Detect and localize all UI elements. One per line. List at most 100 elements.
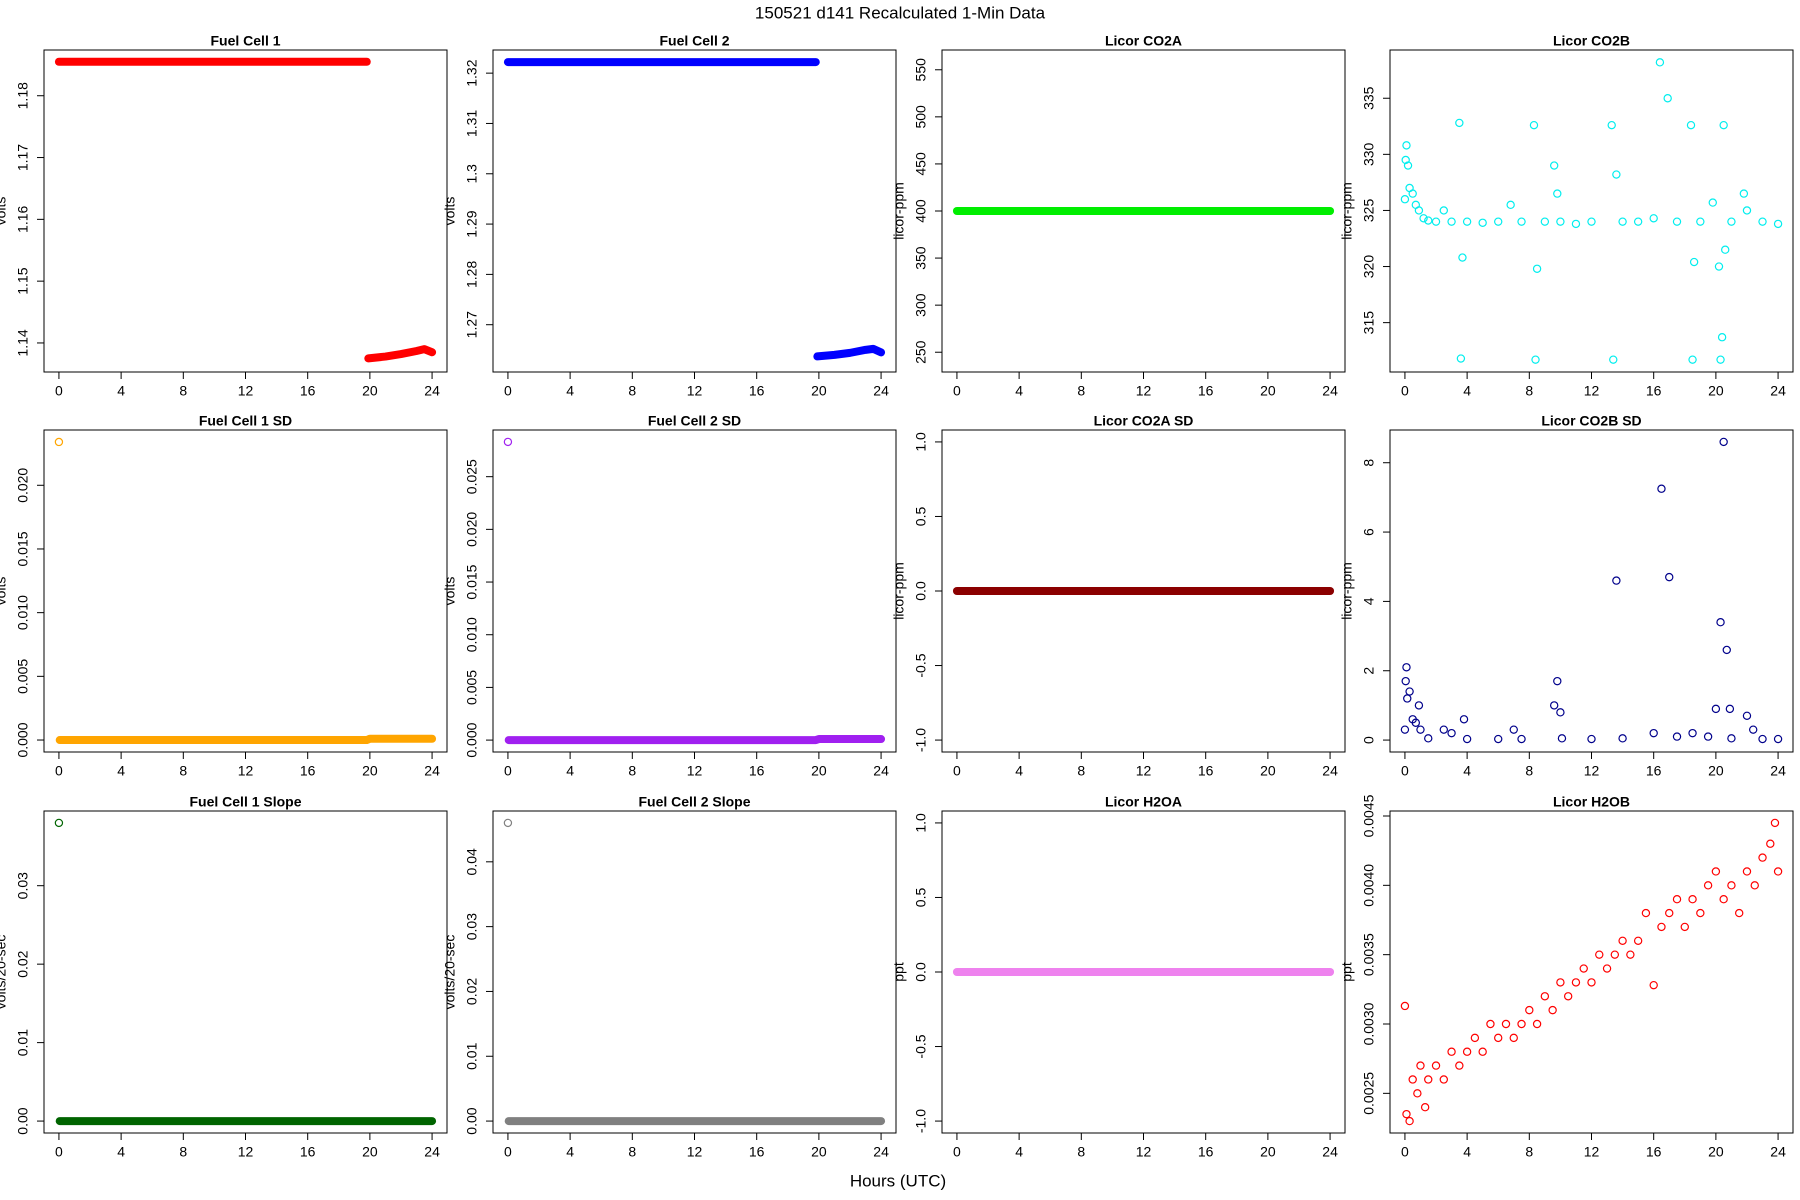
x-axis-label: Hours (UTC) — [850, 1171, 946, 1190]
plot-frame — [941, 49, 1346, 373]
point — [1563, 992, 1573, 1001]
point — [1618, 734, 1627, 743]
point — [1663, 94, 1672, 103]
point — [1540, 992, 1550, 1001]
x-tick-label: 8 — [179, 383, 187, 399]
y-tick-label: 400 — [913, 199, 929, 223]
panel-title: Licor H2OA — [1105, 794, 1182, 810]
y-tick-label: 0.5 — [913, 888, 929, 908]
point — [1494, 217, 1503, 226]
point — [1716, 355, 1725, 364]
x-tick-label: 12 — [238, 763, 254, 779]
panel-title: Fuel Cell 1 — [210, 33, 280, 49]
point — [1742, 206, 1752, 215]
point — [1758, 217, 1767, 226]
point — [1689, 257, 1699, 267]
y-tick-label: 0.0040 — [1361, 864, 1377, 907]
y-tick-label: 1.14 — [15, 329, 31, 356]
x-tick-label: 16 — [1646, 1144, 1662, 1160]
data-layer — [1400, 58, 1783, 364]
data-layer — [54, 57, 437, 363]
y-axis-label: ppt — [891, 962, 907, 982]
x-tick-label: 8 — [628, 763, 636, 779]
y-tick-label: 1.15 — [15, 267, 31, 294]
point — [1401, 155, 1410, 165]
point — [1549, 701, 1559, 710]
plot-frame — [1389, 49, 1794, 373]
x-tick-label: 0 — [504, 763, 512, 779]
y-tick-label: 0.000 — [15, 722, 31, 757]
point — [1716, 618, 1725, 627]
point — [1770, 818, 1780, 828]
point — [1665, 572, 1674, 582]
point — [1773, 219, 1783, 229]
point — [1553, 676, 1562, 686]
y-tick-label: 1.17 — [15, 144, 31, 171]
page-title: 150521 d141 Recalculated 1-Min Data — [755, 3, 1046, 22]
point — [1517, 734, 1526, 744]
point — [1672, 732, 1682, 741]
x-tick-label: 12 — [1136, 763, 1152, 779]
x-tick-label: 20 — [1708, 1144, 1724, 1160]
point — [1688, 728, 1697, 738]
x-tick-label: 16 — [1646, 763, 1662, 779]
point — [1711, 704, 1721, 714]
point — [1462, 217, 1472, 226]
data-layer — [54, 818, 437, 1126]
y-tick-label: 0.03 — [464, 913, 480, 940]
data-layer — [503, 58, 886, 361]
point — [54, 818, 64, 828]
point — [1400, 1001, 1410, 1011]
y-tick-label: 450 — [913, 152, 929, 176]
x-tick-label: 0 — [953, 763, 961, 779]
y-tick-label: 0.0035 — [1361, 933, 1377, 976]
point — [1414, 206, 1424, 215]
plot-frame — [1389, 810, 1794, 1134]
point — [1696, 908, 1705, 918]
point — [1633, 217, 1643, 226]
x-tick-label: 24 — [1770, 1144, 1786, 1160]
point — [1748, 725, 1758, 734]
point — [1655, 58, 1665, 67]
point — [1727, 734, 1736, 743]
y-tick-label: 0.5 — [913, 507, 929, 527]
x-tick-label: 16 — [300, 1144, 316, 1160]
point — [1462, 1047, 1472, 1056]
y-tick-label: 0.005 — [464, 670, 480, 705]
x-tick-label: 24 — [1322, 1144, 1338, 1160]
y-tick-label: 1.0 — [913, 813, 929, 833]
point — [1571, 219, 1581, 229]
point — [1405, 687, 1414, 696]
point — [1618, 936, 1627, 945]
point — [1610, 950, 1620, 959]
y-tick-label: 315 — [1361, 311, 1377, 335]
point — [1411, 718, 1421, 727]
point — [1595, 950, 1604, 959]
point — [1649, 728, 1658, 738]
point — [1414, 701, 1424, 710]
x-tick-label: 24 — [424, 383, 440, 399]
y-tick-label: -0.5 — [913, 1034, 929, 1058]
x-tick-label: 12 — [1584, 763, 1600, 779]
point — [1703, 881, 1713, 890]
x-tick-label: 24 — [1322, 763, 1338, 779]
x-tick-label: 24 — [873, 763, 889, 779]
x-tick-label: 20 — [362, 383, 378, 399]
point — [1672, 217, 1682, 226]
panel: Licor H2OB ppt 0 4 8 12 16 20 24 0.0025 0.0030 0.00… — [1339, 794, 1794, 1160]
x-tick-label: 8 — [1077, 383, 1085, 399]
point — [1447, 728, 1456, 738]
point — [1556, 978, 1565, 987]
y-tick-label: 1.28 — [464, 261, 480, 288]
panel: Licor CO2B licor-ppm 0 4 8 12 16 20 24 315 320 325 3… — [1339, 33, 1794, 399]
x-tick-label: 4 — [1015, 383, 1023, 399]
point — [1727, 217, 1736, 226]
point — [1722, 645, 1731, 655]
point — [1455, 118, 1464, 128]
plot-frame — [43, 429, 448, 753]
x-tick-label: 20 — [811, 763, 827, 779]
y-tick-label: 6 — [1361, 528, 1377, 536]
plot-frame — [1389, 429, 1794, 753]
